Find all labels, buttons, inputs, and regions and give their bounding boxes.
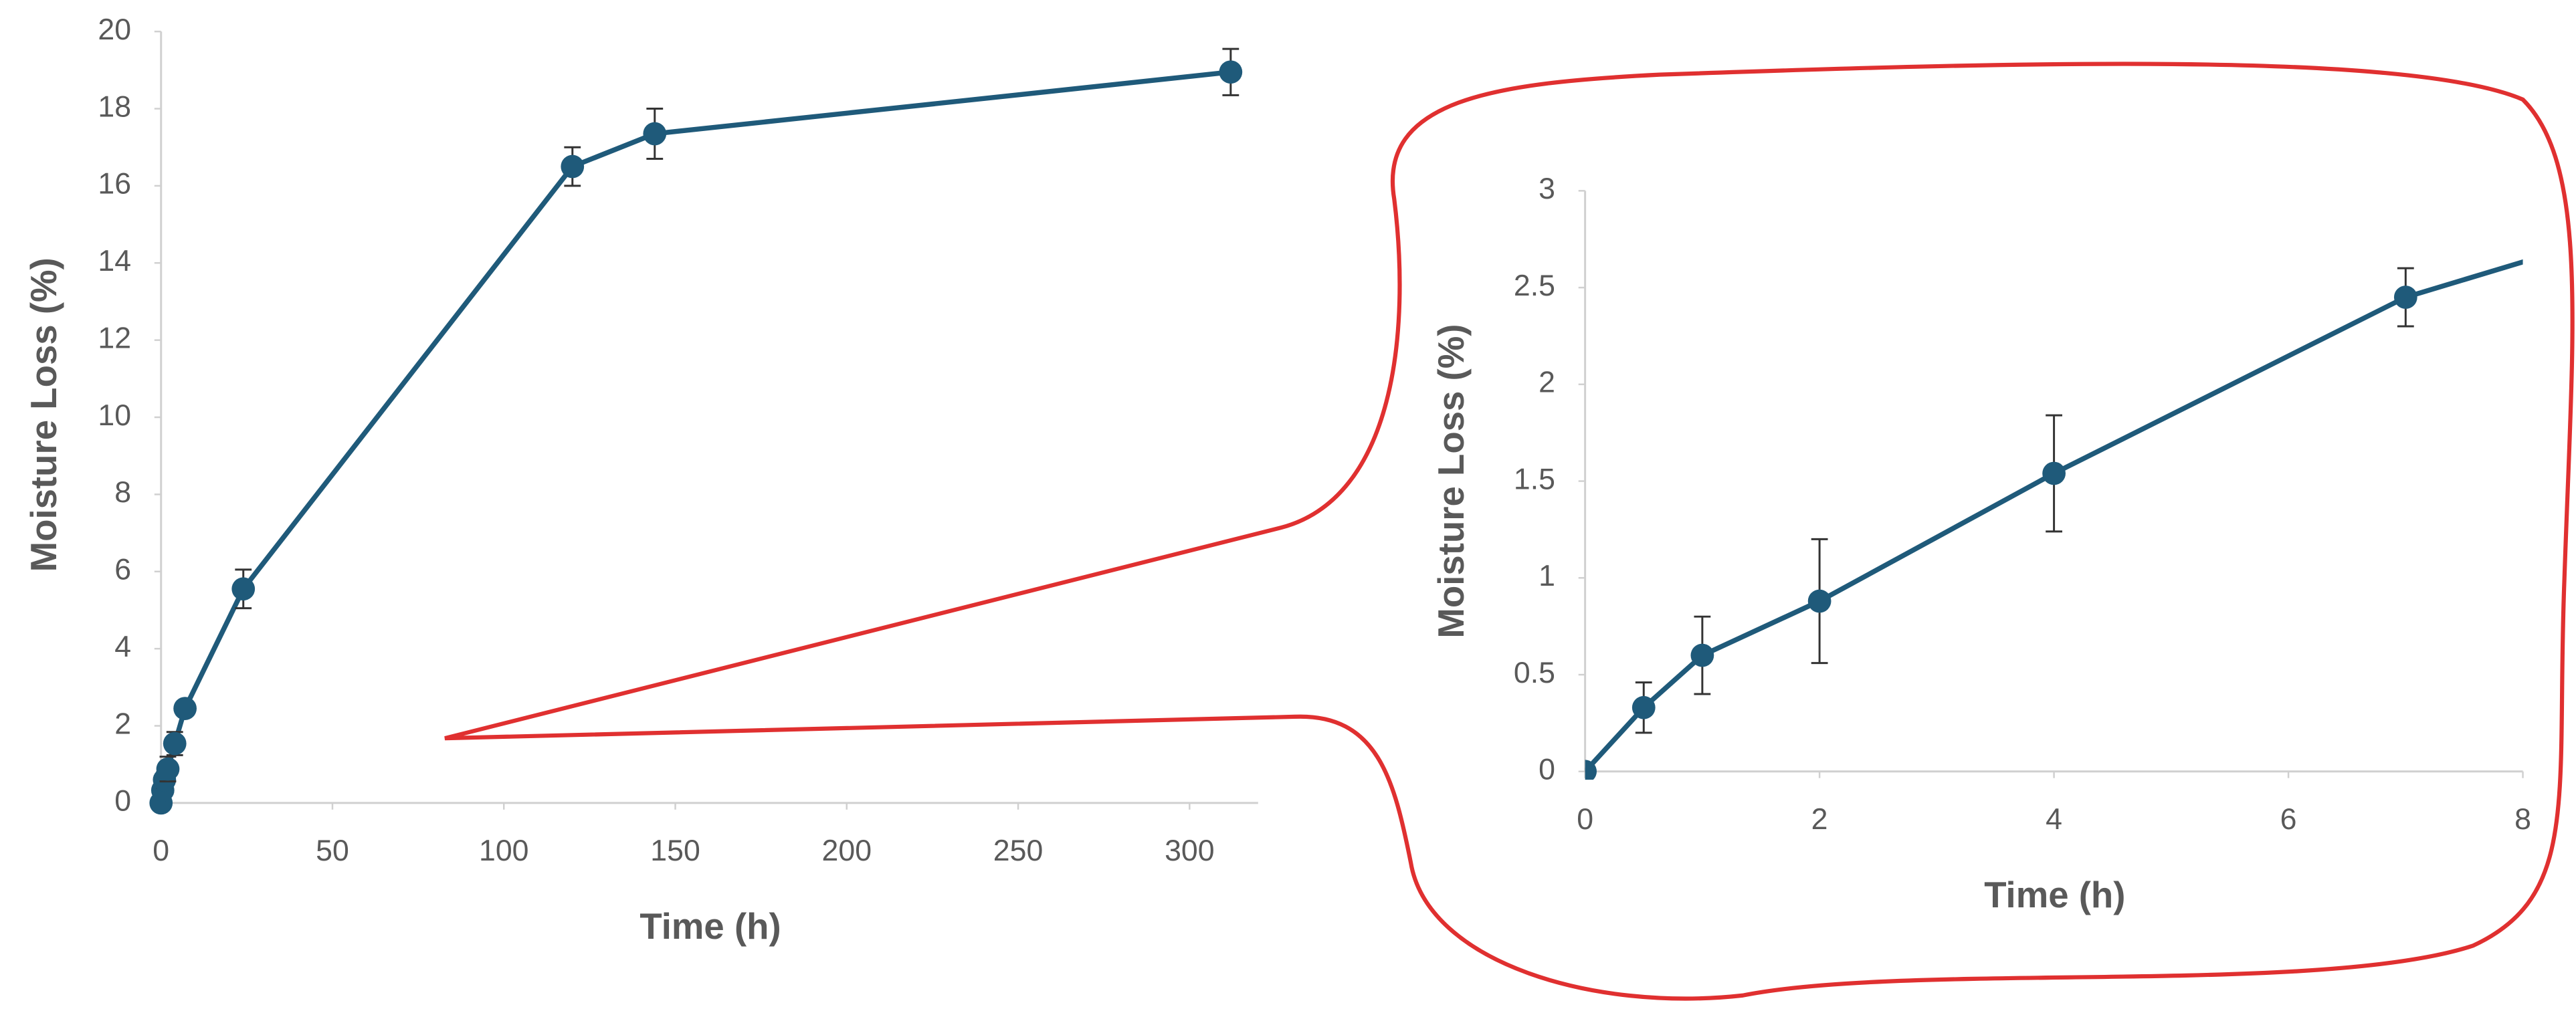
y-tick-label: 8 (114, 476, 131, 509)
data-point (1690, 643, 1714, 667)
y-tick-label: 1.5 (1514, 463, 1555, 495)
x-axis-title: Time (h) (1984, 875, 2125, 915)
y-tick-label: 0 (1539, 754, 1555, 786)
data-line (1585, 259, 2523, 774)
y-tick-label: 10 (98, 399, 131, 432)
y-tick-label: 14 (98, 245, 131, 277)
x-tick-label: 300 (1165, 834, 1215, 867)
y-tick-label: 20 (98, 13, 131, 46)
x-tick-label: 2 (1811, 803, 1828, 836)
data-point (1631, 695, 1656, 719)
data-point (1585, 760, 1597, 780)
y-axis-title: Moisture Loss (%) (23, 257, 64, 572)
plot-area (1585, 259, 2523, 780)
zoom-outline (444, 62, 2575, 1001)
y-tick-label: 16 (98, 168, 131, 201)
y-tick-label: 6 (114, 554, 131, 586)
plot-area (149, 47, 1243, 815)
y-tick-label: 4 (114, 631, 131, 663)
data-point (2393, 286, 2417, 309)
x-axis-title: Time (h) (639, 906, 781, 947)
x-tick-label: 0 (1577, 803, 1593, 836)
x-tick-label: 200 (822, 834, 872, 867)
y-tick-label: 12 (98, 322, 131, 354)
data-point (173, 697, 197, 720)
y-tick-label: 3 (1539, 173, 1555, 205)
x-tick-label: 8 (2514, 803, 2531, 836)
y-tick-label: 2.5 (1514, 269, 1555, 302)
x-tick-label: 250 (993, 834, 1044, 867)
y-tick-label: 2 (1539, 366, 1555, 399)
y-axis-title: Moisture Loss (%) (1431, 324, 1472, 639)
x-tick-label: 4 (2046, 803, 2062, 836)
y-tick-label: 2 (114, 707, 131, 740)
y-tick-label: 0 (114, 785, 131, 818)
x-tick-label: 6 (2280, 803, 2297, 836)
data-point (2042, 461, 2066, 485)
x-tick-label: 50 (316, 834, 349, 867)
x-tick-label: 100 (479, 834, 529, 867)
x-tick-label: 0 (153, 834, 169, 867)
data-point (163, 731, 187, 756)
data-point (1219, 60, 1243, 84)
data-point (643, 122, 667, 146)
data-point (1807, 589, 1831, 613)
x-tick-label: 150 (650, 834, 700, 867)
data-point (156, 757, 180, 781)
data-line (159, 70, 1231, 804)
y-tick-label: 1 (1539, 560, 1555, 592)
data-point (561, 154, 585, 179)
y-tick-label: 18 (98, 90, 131, 123)
data-point (231, 577, 256, 601)
y-tick-label: 0.5 (1514, 657, 1555, 689)
